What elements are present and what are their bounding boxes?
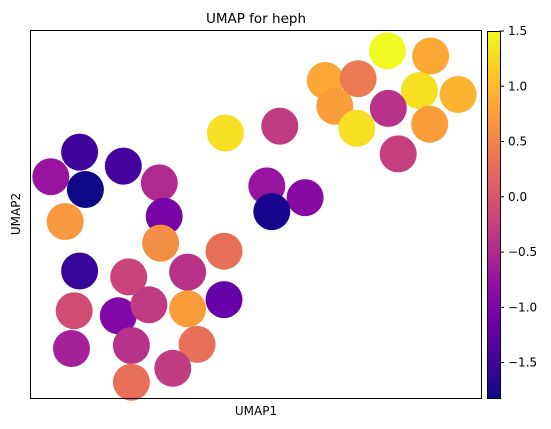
colorbar [487,31,500,399]
scatter-point-2 [412,38,449,75]
colorbar-ticks: 1.5 1.0 0.5 0.0 −0.5 −1.0 −1.5 [500,24,537,370]
colorbar-tick-label: −1.0 [508,300,537,314]
scatter-point-10 [411,106,448,143]
colorbar-tick-label: −0.5 [508,245,537,259]
scatter-point-23 [253,193,290,230]
colorbar-tick-label: 0.5 [508,135,527,149]
scatter-point-9 [338,110,375,147]
scatter-point-25 [206,233,243,270]
scatter-point-13 [380,135,417,172]
scatter-point-26 [61,253,98,290]
scatter-point-21 [47,203,84,240]
scatter-point-38 [113,364,150,401]
colorbar-tick-label: 1.0 [508,79,527,93]
scatter-point-24 [142,225,179,262]
scatter-point-15 [105,148,142,185]
scatter-point-28 [169,254,206,291]
scatter-point-33 [206,281,243,318]
scatter-point-16 [32,158,69,195]
x-axis-label: UMAP1 [235,404,277,418]
scatter-point-37 [154,350,191,387]
scatter-point-29 [56,292,93,329]
scatter-point-31 [130,286,167,323]
scatter-point-34 [53,330,90,367]
scatter-point-32 [169,290,206,327]
scatter-point-12 [261,108,298,145]
points-layer [32,32,476,400]
scatter-point-1 [369,32,406,69]
scatter-point-14 [61,134,98,171]
scatter-point-35 [113,327,150,364]
scatter-point-6 [440,76,477,113]
scatter-point-17 [67,171,104,208]
colorbar-tick-label: 1.5 [508,24,527,38]
scatter-point-8 [370,90,407,127]
scatter-point-11 [207,115,244,152]
y-axis-label: UMAP2 [9,193,23,235]
colorbar-tick-label: 0.0 [508,190,527,204]
scatter-point-20 [287,179,324,216]
scatter-point-18 [141,164,178,201]
scatter-point-5 [401,72,438,109]
chart-title: UMAP for heph [206,11,306,27]
colorbar-tick-label: −1.5 [508,356,537,370]
